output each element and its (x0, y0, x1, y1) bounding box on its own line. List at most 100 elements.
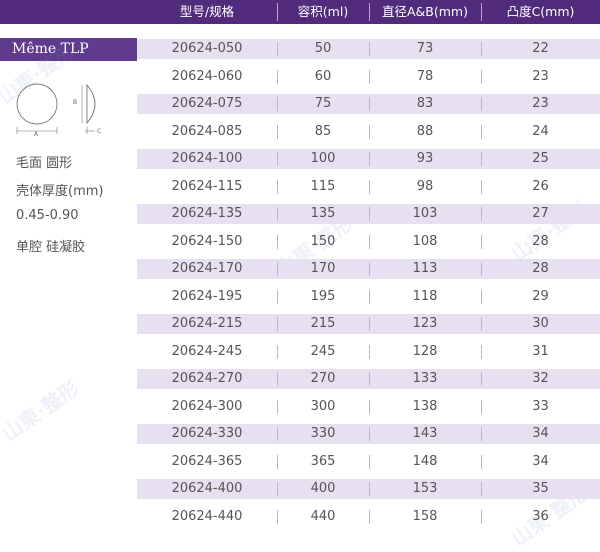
spec-fill-type: 单腔 硅凝胶 (16, 240, 86, 255)
cell-volume: 245 (310, 344, 336, 359)
spec-shell-thickness-value: 0.45-0.90 (16, 208, 79, 223)
cell-diameter: 143 (412, 426, 438, 441)
cell-volume: 100 (310, 151, 336, 166)
cell-diameter: 148 (412, 454, 438, 469)
cell-projection: 25 (532, 151, 549, 166)
cell-projection: 23 (532, 69, 549, 84)
header-divider (277, 3, 278, 21)
table-row: 20624-440 440 158 36 (137, 507, 600, 527)
cell-projection: 27 (532, 206, 549, 221)
cell-projection: 28 (532, 261, 549, 276)
cell-projection: 24 (532, 124, 549, 139)
cell-projection: 32 (532, 371, 549, 386)
cell-diameter: 78 (416, 69, 434, 84)
cell-diameter: 158 (412, 509, 438, 524)
cell-model: 20624-085 (171, 124, 243, 139)
cell-model: 20624-100 (171, 151, 243, 166)
cell-volume: 400 (310, 481, 336, 496)
cell-model: 20624-150 (171, 234, 243, 249)
implant-diagram: B A C (16, 83, 101, 138)
cell-projection: 29 (532, 289, 549, 304)
header-volume: 容积(ml) (297, 4, 349, 19)
table-row: 20624-085 85 88 24 (137, 122, 600, 142)
cell-model: 20624-245 (171, 344, 243, 359)
cell-diameter: 93 (416, 151, 434, 166)
cell-model: 20624-135 (171, 206, 243, 221)
cell-volume: 75 (314, 96, 332, 111)
header-diameter: 直径A&B(mm) (382, 4, 468, 19)
cell-diameter: 108 (412, 234, 438, 249)
cell-model: 20624-300 (171, 399, 243, 414)
cell-diameter: 153 (412, 481, 438, 496)
cell-volume: 330 (310, 426, 336, 441)
cell-volume: 115 (310, 179, 336, 194)
cell-volume: 135 (310, 206, 336, 221)
cell-model: 20624-330 (171, 426, 243, 441)
table-row: 20624-115 115 98 26 (137, 177, 600, 197)
table-row: 20624-060 60 78 23 (137, 67, 600, 87)
implant-front-view (16, 83, 58, 125)
cell-diameter: 123 (412, 316, 438, 331)
cell-projection: 34 (532, 426, 549, 441)
cell-volume: 215 (310, 316, 336, 331)
cell-model: 20624-170 (171, 261, 243, 276)
cell-diameter: 103 (412, 206, 438, 221)
cell-diameter: 113 (412, 261, 438, 276)
header-projection: 凸度C(mm) (506, 4, 575, 19)
table-row: 20624-300 300 138 33 (137, 397, 600, 417)
cell-model: 20624-270 (171, 371, 243, 386)
cell-diameter: 73 (416, 41, 434, 56)
table-row: 20624-170 170 113 28 (137, 259, 600, 279)
cell-projection: 33 (532, 399, 549, 414)
table-row: 20624-100 100 93 25 (137, 149, 600, 169)
cell-projection: 30 (532, 316, 549, 331)
table-row: 20624-050 50 73 22 (137, 39, 600, 59)
cell-model: 20624-075 (171, 96, 243, 111)
cell-projection: 31 (532, 344, 549, 359)
table-row: 20624-075 75 83 23 (137, 94, 600, 114)
spec-texture-shape: 毛面 圆形 (16, 156, 73, 171)
cell-volume: 300 (310, 399, 336, 414)
cell-model: 20624-400 (171, 481, 243, 496)
cell-volume: 150 (310, 234, 336, 249)
table-row: 20624-400 400 153 35 (137, 479, 600, 499)
table-row: 20624-135 135 103 27 (137, 204, 600, 224)
cell-diameter: 138 (412, 399, 438, 414)
cell-volume: 440 (310, 509, 336, 524)
spec-shell-thickness-label: 壳体厚度(mm) (16, 184, 104, 199)
cell-model: 20624-050 (171, 41, 243, 56)
header-divider (369, 3, 370, 21)
cell-model: 20624-365 (171, 454, 243, 469)
cell-volume: 50 (314, 41, 332, 56)
table-row: 20624-245 245 128 31 (137, 342, 600, 362)
cell-projection: 36 (532, 509, 549, 524)
cell-model: 20624-060 (171, 69, 243, 84)
cell-diameter: 118 (412, 289, 438, 304)
cell-model: 20624-215 (171, 316, 243, 331)
cell-volume: 195 (310, 289, 336, 304)
dimension-b-label: B (73, 99, 77, 106)
cell-projection: 28 (532, 234, 549, 249)
cell-model: 20624-195 (171, 289, 243, 304)
watermark: 山東·整形 (0, 375, 84, 446)
cell-diameter: 128 (412, 344, 438, 359)
cell-projection: 35 (532, 481, 549, 496)
table-row: 20624-195 195 118 29 (137, 287, 600, 307)
cell-projection: 26 (532, 179, 549, 194)
cell-volume: 85 (314, 124, 332, 139)
cell-model: 20624-440 (171, 509, 243, 524)
cell-diameter: 133 (412, 371, 438, 386)
cell-projection: 34 (532, 454, 549, 469)
cell-volume: 270 (310, 371, 336, 386)
table-row: 20624-330 330 143 34 (137, 424, 600, 444)
table-row: 20624-215 215 123 30 (137, 314, 600, 334)
cell-diameter: 88 (416, 124, 434, 139)
header-model: 型号/规格 (179, 4, 235, 19)
cell-projection: 22 (532, 41, 549, 56)
table-header: 型号/规格 容积(ml) 直径A&B(mm) 凸度C(mm) (0, 0, 600, 24)
cell-model: 20624-115 (171, 179, 243, 194)
cell-diameter: 98 (416, 179, 434, 194)
cell-volume: 365 (310, 454, 336, 469)
dimension-c-label: C (97, 128, 101, 135)
table-row: 20624-270 270 133 32 (137, 369, 600, 389)
